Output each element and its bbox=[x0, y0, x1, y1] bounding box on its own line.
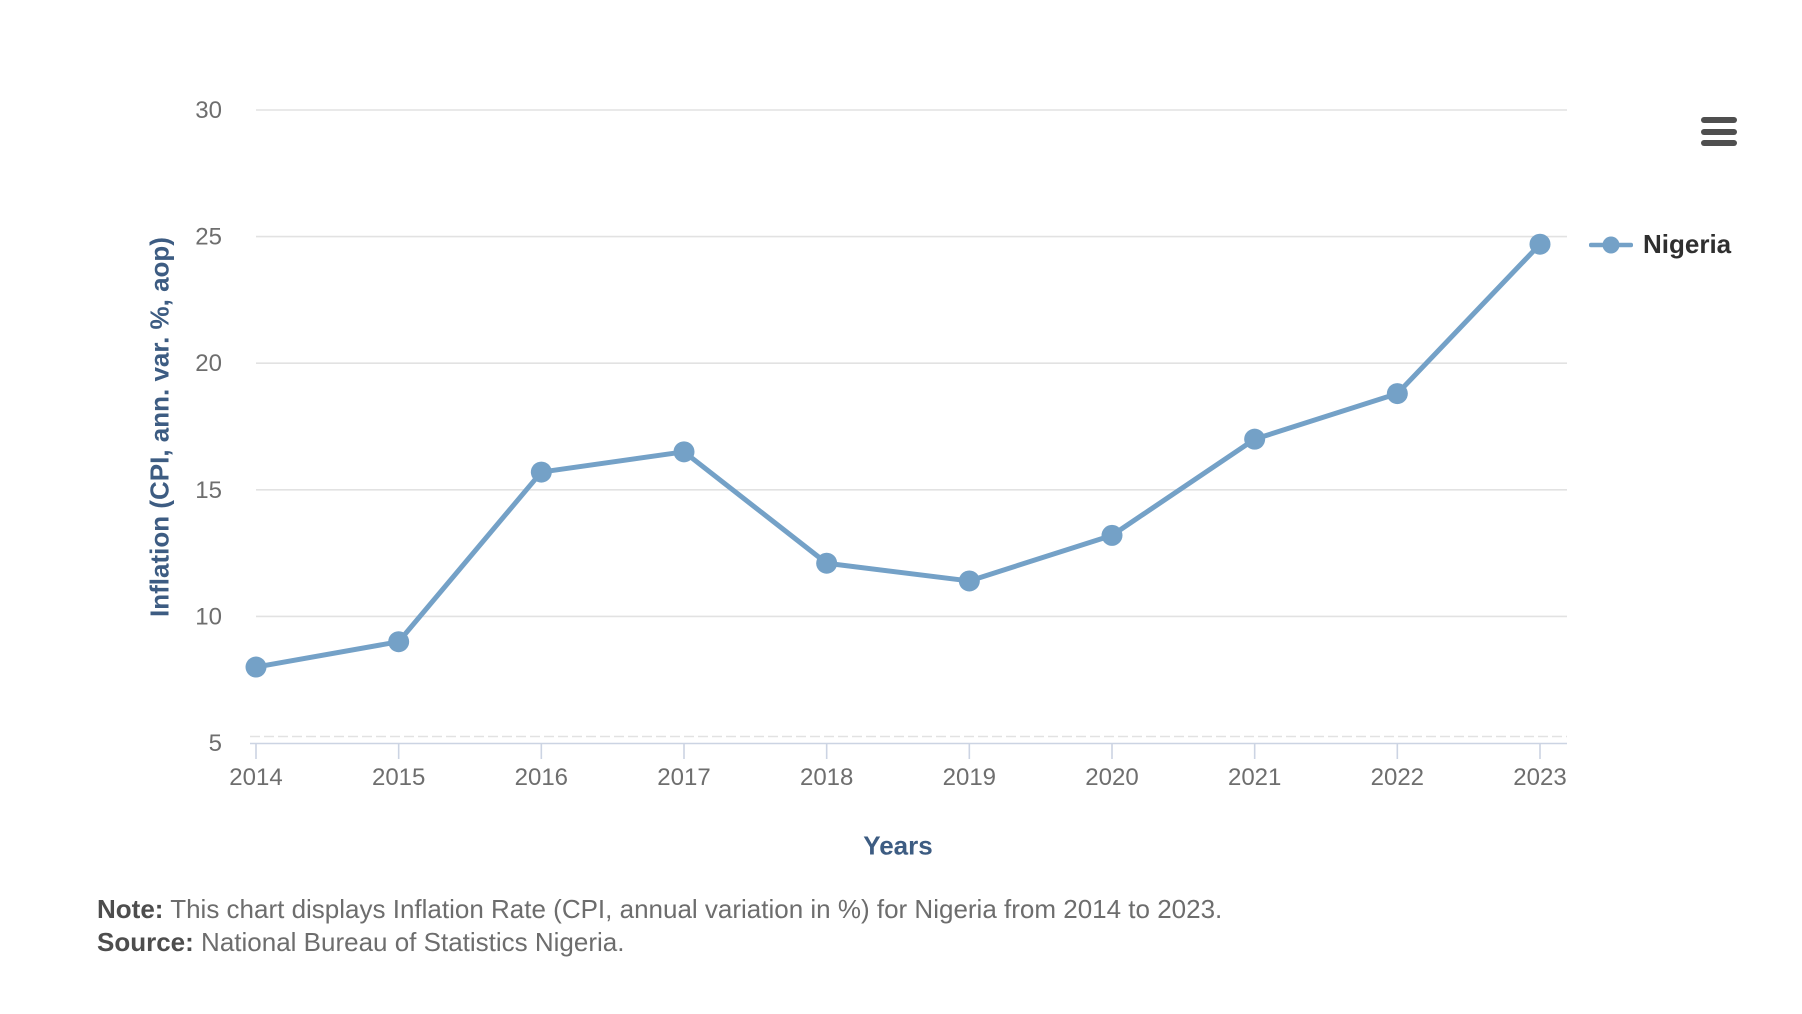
x-tick-label: 2015 bbox=[372, 764, 425, 791]
data-point-2016[interactable] bbox=[530, 461, 552, 483]
legend-label: Nigeria bbox=[1643, 229, 1732, 259]
x-tick-label: 2019 bbox=[943, 764, 996, 791]
x-tick-label: 2014 bbox=[229, 764, 282, 791]
y-tick-label: 30 bbox=[195, 97, 222, 124]
y-tick-label: 25 bbox=[195, 224, 222, 251]
data-point-2017[interactable] bbox=[673, 441, 695, 463]
data-point-2014[interactable] bbox=[245, 656, 267, 678]
x-tick-label: 2020 bbox=[1085, 764, 1138, 791]
legend-dot bbox=[1602, 236, 1620, 253]
data-point-2015[interactable] bbox=[388, 631, 410, 653]
data-point-2019[interactable] bbox=[958, 570, 980, 592]
data-point-2021[interactable] bbox=[1244, 428, 1266, 450]
y-tick-label: 10 bbox=[195, 603, 222, 630]
data-point-2022[interactable] bbox=[1386, 383, 1408, 405]
data-point-2020[interactable] bbox=[1101, 524, 1123, 546]
source-text: National Bureau of Statistics Nigeria. bbox=[201, 927, 625, 957]
note-line: Note: This chart displays Inflation Rate… bbox=[97, 893, 1222, 926]
y-axis-title: Inflation (CPI, ann. var. %, aop) bbox=[144, 237, 175, 617]
x-axis-title: Years bbox=[863, 830, 933, 861]
hamburger-bar bbox=[1701, 117, 1737, 123]
note-text: This chart displays Inflation Rate (CPI,… bbox=[170, 894, 1223, 924]
source-label: Source: bbox=[97, 927, 194, 957]
data-point-2018[interactable] bbox=[816, 552, 838, 574]
x-tick-label: 2022 bbox=[1371, 764, 1424, 791]
hamburger-bar bbox=[1701, 128, 1737, 135]
note-label: Note: bbox=[97, 894, 164, 924]
x-tick-label: 2016 bbox=[515, 764, 568, 791]
legend-marker-icon bbox=[1589, 236, 1633, 253]
x-tick-label: 2023 bbox=[1513, 764, 1566, 791]
x-tick-label: 2021 bbox=[1228, 764, 1281, 791]
y-tick-label: 5 bbox=[209, 730, 222, 757]
x-tick-label: 2018 bbox=[800, 764, 853, 791]
y-tick-label: 20 bbox=[195, 350, 222, 377]
hamburger-bar bbox=[1701, 140, 1737, 146]
chart-footnote: Note: This chart displays Inflation Rate… bbox=[97, 893, 1222, 959]
legend-item-nigeria[interactable]: Nigeria bbox=[1589, 229, 1731, 260]
x-tick-label: 2017 bbox=[657, 764, 710, 791]
data-point-2023[interactable] bbox=[1529, 233, 1551, 255]
source-line: Source: National Bureau of Statistics Ni… bbox=[97, 926, 1222, 959]
hamburger-menu-icon[interactable] bbox=[1701, 117, 1737, 146]
series-line-nigeria bbox=[253, 241, 1543, 670]
y-tick-label: 15 bbox=[195, 477, 222, 504]
